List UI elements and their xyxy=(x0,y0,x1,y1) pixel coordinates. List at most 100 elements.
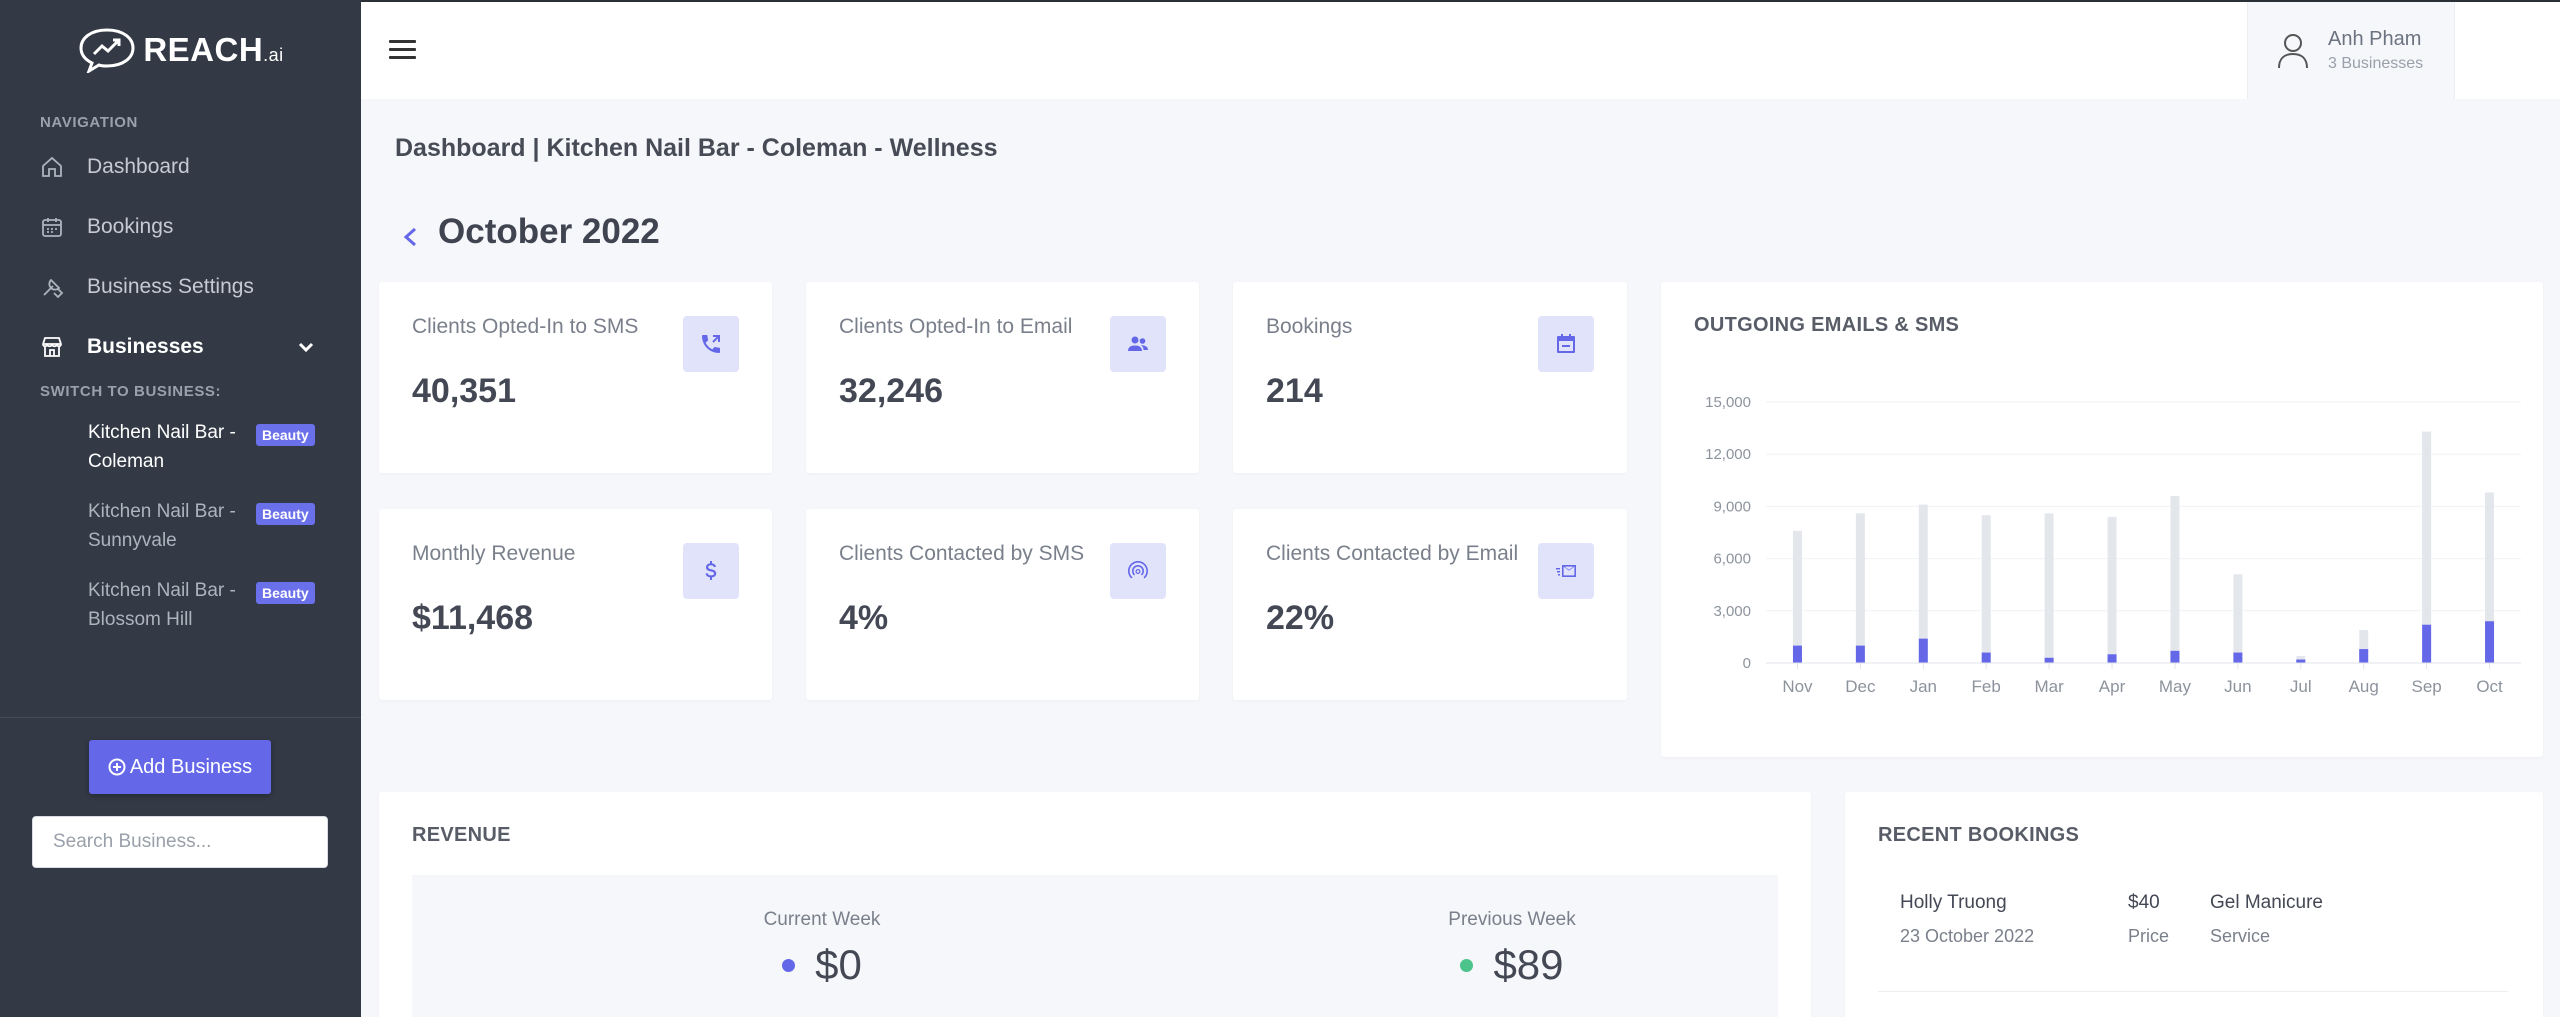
stat-value: 32,246 xyxy=(839,372,943,410)
sidebar-item-business-settings[interactable]: Business Settings xyxy=(0,257,361,317)
user-icon xyxy=(2278,33,2308,68)
page-title: Dashboard | Kitchen Nail Bar - Coleman -… xyxy=(395,134,998,162)
stat-value: 22% xyxy=(1266,599,1335,637)
x-tick-label: May xyxy=(2159,677,2192,696)
phone-icon xyxy=(683,316,739,372)
current-week-label: Current Week xyxy=(763,909,881,930)
business-name: Kitchen Nail Bar - Coleman xyxy=(88,422,236,472)
dollar-icon xyxy=(683,543,739,599)
chart-bar xyxy=(2233,574,2243,663)
chart-bar xyxy=(2359,629,2369,663)
brand-name: REACH.ai xyxy=(143,31,284,68)
top-bar: Anh Pham 3 Businesses xyxy=(361,0,2560,99)
business-item-sunnyvale[interactable]: Kitchen Nail Bar - Sunnyvale Beauty xyxy=(0,497,361,555)
business-item-coleman[interactable]: Kitchen Nail Bar - Coleman Beauty xyxy=(0,418,361,476)
x-tick-label: Dec xyxy=(1845,677,1876,696)
y-tick-label: 15,000 xyxy=(1705,394,1751,411)
sidebar-item-businesses[interactable]: Businesses xyxy=(0,317,361,377)
broadcast-icon xyxy=(1110,543,1166,599)
business-name: Kitchen Nail Bar - Sunnyvale xyxy=(88,501,236,551)
booking-date: 23 October 2022 xyxy=(1900,926,2035,946)
calendar-icon xyxy=(42,218,62,237)
current-month: October 2022 xyxy=(438,212,660,251)
booking-price: $40 Price xyxy=(2128,892,2169,947)
stat-card-sms-contacted: Clients Contacted by SMS 4% xyxy=(806,509,1199,700)
sidebar-divider xyxy=(0,717,361,718)
y-tick-label: 6,000 xyxy=(1713,551,1751,568)
stat-label: Bookings xyxy=(1266,315,1353,338)
stat-label: Clients Contacted by Email xyxy=(1266,542,1519,565)
stat-card-sms-optin: Clients Opted-In to SMS 40,351 xyxy=(379,282,772,473)
menu-toggle-icon[interactable] xyxy=(389,40,416,62)
plus-circle-icon xyxy=(108,758,126,776)
chart-bar xyxy=(2107,516,2117,663)
switch-business-heading: SWITCH TO BUSINESS: xyxy=(40,383,222,400)
previous-week-value: $89 xyxy=(1493,941,1564,988)
booking-client: Holly Truong 23 October 2022 xyxy=(1900,892,2034,947)
revenue-title: REVENUE xyxy=(412,824,511,846)
nav-heading: NAVIGATION xyxy=(40,114,138,131)
revenue-summary: Current Week $0 Previous Week $89 xyxy=(412,875,1778,1017)
chart-bar xyxy=(1855,513,1865,663)
service-label: Service xyxy=(2210,926,2271,946)
stat-label: Monthly Revenue xyxy=(412,542,576,565)
outgoing-chart-card: OUTGOING EMAILS & SMS 0 3,000 6,000 9,000 12… xyxy=(1661,282,2543,757)
price-label: Price xyxy=(2128,926,2170,946)
booking-row[interactable]: Holly Truong 23 October 2022 $40 Price G… xyxy=(1878,892,2508,992)
chart-bar xyxy=(2170,650,2180,663)
y-tick-label: 3,000 xyxy=(1713,603,1751,620)
chart-bar xyxy=(2107,654,2117,663)
user-business-count: 3 Businesses xyxy=(2328,55,2424,72)
current-week-revenue: Current Week $0 xyxy=(672,909,972,989)
booking-service: Gel Manicure Service xyxy=(2210,892,2323,947)
stat-value: 4% xyxy=(839,599,889,637)
stat-card-email-contacted: Clients Contacted by Email 22% xyxy=(1233,509,1627,700)
outgoing-emails-sms-chart: 0 3,000 6,000 9,000 12,000 15,000 Nov Dec Jan Feb… xyxy=(1705,394,2521,696)
chart-bar xyxy=(1918,504,1928,663)
users-icon xyxy=(1110,316,1166,372)
month-navigator: October 2022 xyxy=(400,212,660,252)
recent-bookings-title: RECENT BOOKINGS xyxy=(1878,824,2080,846)
x-tick-label: Oct xyxy=(2476,677,2503,696)
chart-bar xyxy=(2422,624,2432,663)
chart-bar xyxy=(1981,652,1991,663)
revenue-card: REVENUE Current Week $0 Previous Week $8… xyxy=(379,792,1811,1017)
previous-week-dot xyxy=(1460,958,1474,972)
x-tick-label: Mar xyxy=(2034,677,2064,696)
chart-title: OUTGOING EMAILS & SMS xyxy=(1694,314,1960,336)
chart-bar xyxy=(2359,649,2369,663)
x-tick-label: Jul xyxy=(2290,677,2312,696)
chart-bar xyxy=(2170,495,2180,663)
previous-month-button[interactable] xyxy=(400,217,424,247)
calendar-check-icon xyxy=(1538,316,1594,372)
x-tick-label: Nov xyxy=(1782,677,1813,696)
home-icon xyxy=(42,156,62,177)
chevron-down-icon[interactable] xyxy=(297,338,315,356)
search-business-input[interactable] xyxy=(32,816,328,868)
brand-logo[interactable]: REACH.ai xyxy=(0,0,361,100)
sidebar-item-label: Dashboard xyxy=(87,155,190,178)
sidebar-item-label: Business Settings xyxy=(87,275,254,298)
sidebar-item-label: Bookings xyxy=(87,215,174,238)
x-tick-label: Feb xyxy=(1972,677,2001,696)
stat-value: $11,468 xyxy=(412,599,534,637)
x-tick-label: Jan xyxy=(1910,677,1937,696)
add-business-button[interactable]: Add Business xyxy=(89,740,271,794)
stat-card-bookings: Bookings 214 xyxy=(1233,282,1627,473)
stat-value: 214 xyxy=(1266,372,1323,410)
y-tick-label: 12,000 xyxy=(1705,446,1751,463)
sidebar-item-bookings[interactable]: Bookings xyxy=(0,197,361,257)
sidebar: REACH.ai NAVIGATION Dashboard Bookings B… xyxy=(0,0,361,1017)
business-item-blossom-hill[interactable]: Kitchen Nail Bar - Blossom Hill Beauty xyxy=(0,576,361,634)
chart-bar xyxy=(1855,645,1865,663)
user-menu[interactable]: Anh Pham 3 Businesses xyxy=(2247,2,2455,99)
category-badge: Beauty xyxy=(256,582,315,604)
chart-bar xyxy=(2485,621,2495,663)
chart-bar xyxy=(2044,657,2054,663)
sidebar-item-dashboard[interactable]: Dashboard xyxy=(0,137,361,197)
chat-trend-logo-icon xyxy=(79,28,135,73)
previous-week-label: Previous Week xyxy=(1448,909,1576,930)
chart-bar xyxy=(1792,530,1802,663)
chevron-left-icon xyxy=(403,227,416,247)
user-name: Anh Pham xyxy=(2328,28,2422,50)
